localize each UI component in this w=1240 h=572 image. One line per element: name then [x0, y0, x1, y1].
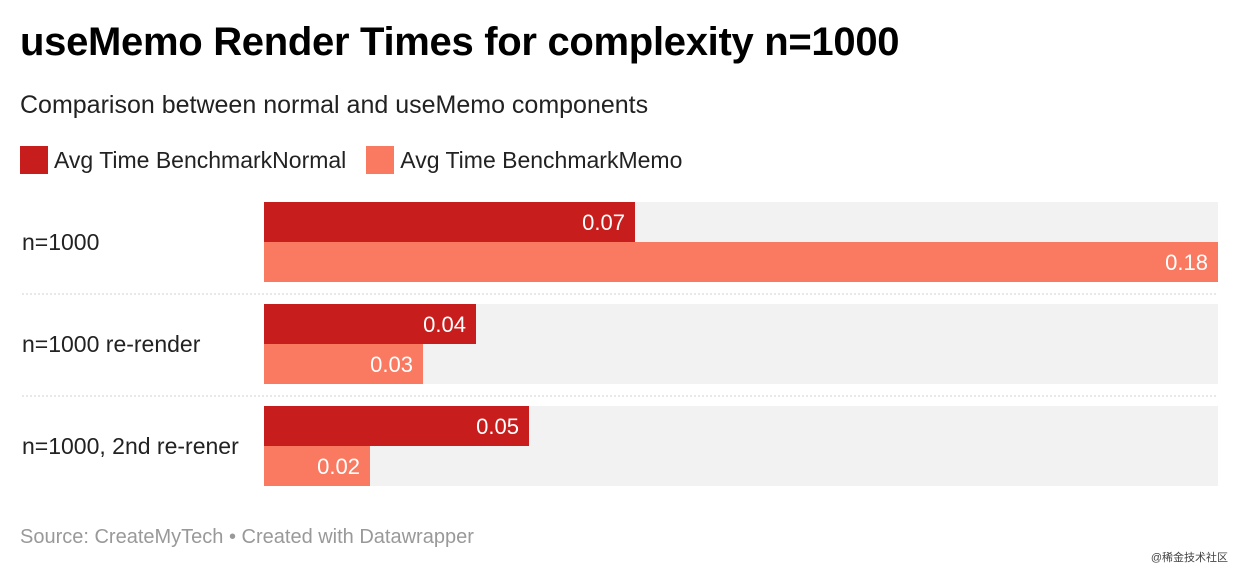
category-label: n=1000 re-render	[22, 331, 201, 357]
bar-memo	[264, 242, 1218, 282]
data-label: 0.18	[1165, 250, 1208, 275]
bar-normal	[264, 406, 529, 446]
watermark: @稀金技术社区	[1150, 552, 1228, 564]
legend-item-normal: Avg Time BenchmarkNormal	[20, 146, 346, 174]
category-label: n=1000, 2nd re-rener	[22, 433, 239, 459]
source-note: Source: CreateMyTech • Created with Data…	[20, 526, 474, 548]
bar-memo	[264, 344, 423, 384]
data-label: 0.02	[317, 454, 360, 479]
chart-subtitle: Comparison between normal and useMemo co…	[20, 91, 649, 119]
legend-item-memo: Avg Time BenchmarkMemo	[366, 146, 682, 174]
data-label: 0.03	[370, 352, 413, 377]
chart-title: useMemo Render Times for complexity n=10…	[20, 20, 900, 64]
chart-legend: Avg Time BenchmarkNormal Avg Time Benchm…	[20, 146, 702, 174]
bar-memo	[264, 446, 370, 486]
legend-label-memo: Avg Time BenchmarkMemo	[400, 146, 683, 173]
bar-normal	[264, 202, 635, 242]
bar-normal	[264, 304, 476, 344]
legend-swatch-normal	[20, 146, 48, 174]
legend-swatch-memo	[366, 146, 395, 174]
data-label: 0.04	[423, 312, 466, 337]
data-label: 0.05	[476, 414, 519, 439]
legend-label-normal: Avg Time BenchmarkNormal	[54, 146, 347, 173]
category-label: n=1000	[22, 229, 99, 255]
data-label: 0.07	[582, 210, 625, 235]
